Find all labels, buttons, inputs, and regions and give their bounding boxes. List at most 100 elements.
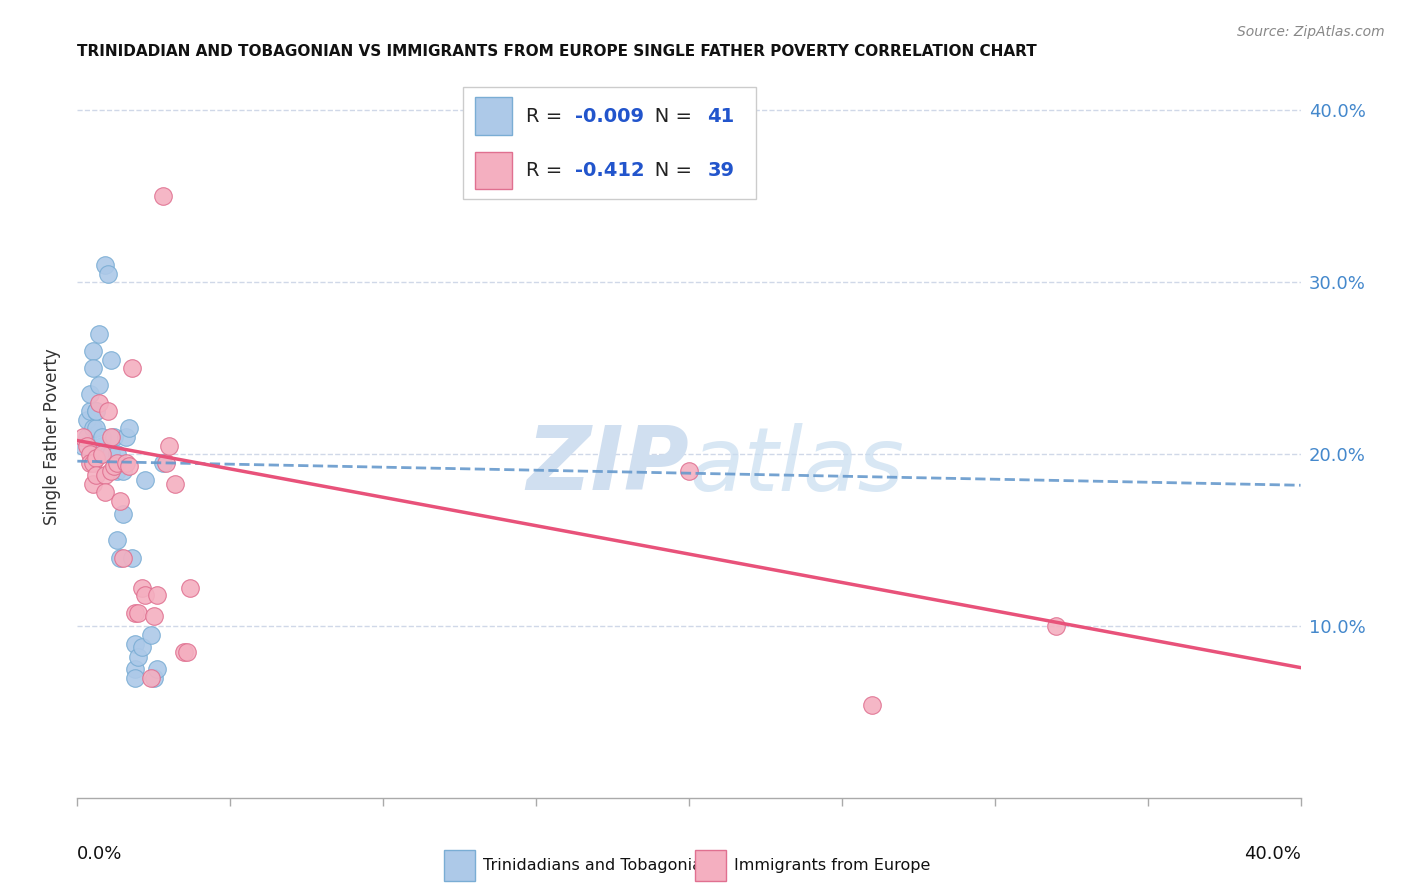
- Text: 0.0%: 0.0%: [77, 846, 122, 863]
- Point: [112, 550, 135, 565]
- Point: [84, 421, 107, 435]
- Point: [79, 404, 101, 418]
- Point: [108, 493, 131, 508]
- Point: [139, 628, 162, 642]
- Text: Trinidadians and Tobagonians: Trinidadians and Tobagonians: [484, 858, 721, 873]
- Point: [87, 378, 110, 392]
- Point: [100, 465, 122, 479]
- Point: [862, 698, 884, 713]
- Point: [121, 361, 143, 376]
- Bar: [475, 97, 512, 135]
- Point: [121, 550, 143, 565]
- Point: [127, 650, 149, 665]
- Point: [82, 421, 104, 435]
- Point: [142, 609, 165, 624]
- Point: [179, 582, 201, 596]
- Point: [100, 352, 122, 367]
- Point: [118, 421, 141, 435]
- Text: ZIP: ZIP: [526, 423, 689, 509]
- Point: [79, 456, 101, 470]
- Point: [173, 645, 195, 659]
- Point: [176, 645, 198, 659]
- Text: R =: R =: [526, 107, 569, 126]
- Point: [146, 588, 169, 602]
- Point: [94, 258, 117, 272]
- Text: -0.412: -0.412: [575, 161, 645, 180]
- Point: [146, 662, 169, 676]
- Text: atlas: atlas: [689, 423, 904, 509]
- Point: [1045, 619, 1067, 633]
- Point: [72, 430, 94, 444]
- Point: [90, 430, 112, 444]
- Text: N =: N =: [637, 107, 699, 126]
- Point: [84, 404, 107, 418]
- Point: [97, 447, 120, 461]
- Point: [90, 439, 112, 453]
- Point: [97, 404, 120, 418]
- Point: [142, 671, 165, 685]
- Point: [124, 662, 146, 676]
- Point: [115, 430, 138, 444]
- Bar: [444, 850, 475, 880]
- Point: [118, 459, 141, 474]
- Bar: [475, 152, 512, 189]
- Point: [82, 456, 104, 470]
- Point: [131, 640, 153, 654]
- Point: [97, 267, 120, 281]
- Point: [79, 387, 101, 401]
- Point: [82, 344, 104, 359]
- Text: 40.0%: 40.0%: [1244, 846, 1301, 863]
- Point: [165, 476, 187, 491]
- Y-axis label: Single Father Poverty: Single Father Poverty: [44, 349, 62, 525]
- Text: Source: ZipAtlas.com: Source: ZipAtlas.com: [1237, 25, 1385, 39]
- Text: TRINIDADIAN AND TOBAGONIAN VS IMMIGRANTS FROM EUROPE SINGLE FATHER POVERTY CORRE: TRINIDADIAN AND TOBAGONIAN VS IMMIGRANTS…: [77, 45, 1038, 60]
- Text: 39: 39: [707, 161, 734, 180]
- Point: [112, 465, 135, 479]
- Point: [134, 473, 156, 487]
- Point: [131, 582, 153, 596]
- Point: [124, 606, 146, 620]
- Point: [157, 439, 180, 453]
- Point: [100, 430, 122, 444]
- Point: [124, 671, 146, 685]
- Point: [105, 533, 128, 548]
- Point: [87, 326, 110, 341]
- Point: [76, 413, 98, 427]
- Text: 41: 41: [707, 107, 734, 126]
- Point: [103, 459, 125, 474]
- Point: [82, 476, 104, 491]
- Point: [84, 404, 107, 418]
- Point: [105, 447, 128, 461]
- Point: [84, 450, 107, 465]
- Point: [105, 456, 128, 470]
- Point: [103, 430, 125, 444]
- Bar: [695, 850, 725, 880]
- Point: [84, 467, 107, 482]
- Point: [152, 456, 174, 470]
- Text: -0.009: -0.009: [575, 107, 644, 126]
- Point: [72, 439, 94, 453]
- Point: [94, 485, 117, 500]
- Point: [100, 447, 122, 461]
- Text: R =: R =: [526, 161, 569, 180]
- Point: [90, 447, 112, 461]
- Point: [105, 465, 128, 479]
- Point: [139, 671, 162, 685]
- Point: [76, 430, 98, 444]
- Point: [87, 395, 110, 409]
- Point: [112, 508, 135, 522]
- Point: [82, 361, 104, 376]
- Text: N =: N =: [637, 161, 699, 180]
- Point: [108, 550, 131, 565]
- Text: Immigrants from Europe: Immigrants from Europe: [734, 858, 931, 873]
- Point: [678, 465, 700, 479]
- Point: [115, 456, 138, 470]
- FancyBboxPatch shape: [463, 87, 756, 199]
- Point: [124, 636, 146, 650]
- Point: [155, 456, 177, 470]
- Point: [127, 606, 149, 620]
- Point: [79, 447, 101, 461]
- Point: [152, 189, 174, 203]
- Point: [100, 447, 122, 461]
- Point: [94, 467, 117, 482]
